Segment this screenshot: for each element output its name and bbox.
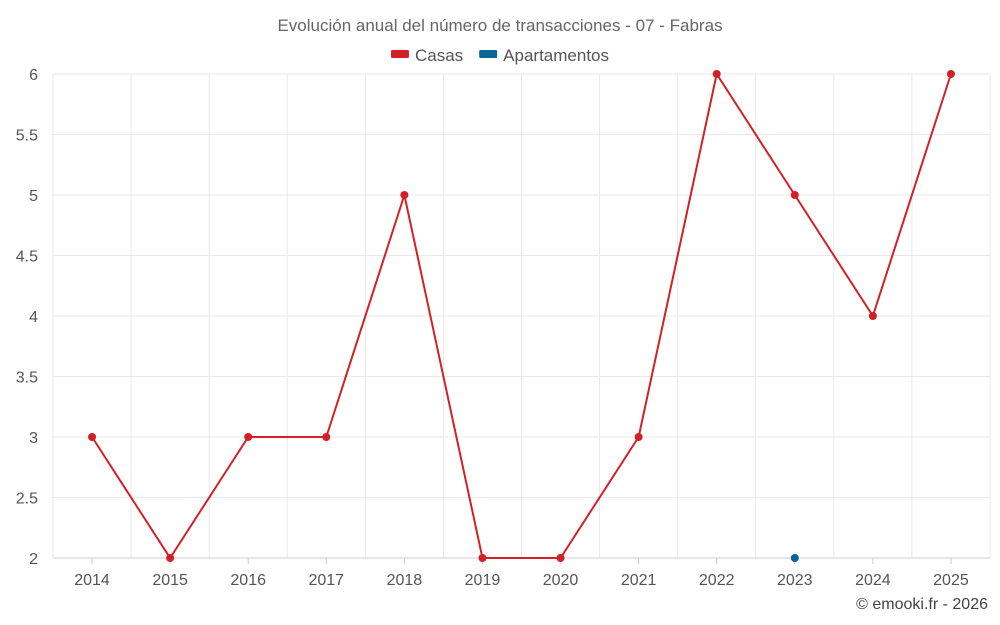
data-point[interactable] [868,312,877,320]
data-point[interactable] [88,433,97,441]
legend-label: Casas [415,46,463,65]
data-point[interactable] [790,554,799,562]
credit-text: © emooki.fr - 2026 [856,596,988,613]
x-tick-label: 2021 [621,572,657,589]
x-tick-label: 2018 [387,572,423,589]
x-tick-label: 2019 [465,572,501,589]
legend-item[interactable]: Apartamentos [479,46,609,65]
chart-title: Evolución anual del número de transaccio… [277,16,722,35]
x-tick-label: 2023 [777,572,813,589]
legend-item[interactable]: Casas [390,46,463,65]
series-apartamentos [790,554,799,562]
x-tick-label: 2016 [230,572,266,589]
series-line [91,73,952,559]
data-point[interactable] [244,433,253,441]
legend-swatch [390,50,409,58]
x-tick-label: 2020 [543,572,579,589]
x-tick-label: 2014 [74,572,110,589]
y-tick-label: 2.5 [16,491,38,508]
data-point[interactable] [400,191,409,199]
data-point[interactable] [478,554,487,562]
data-point[interactable] [712,70,721,78]
x-tick-label: 2022 [699,572,735,589]
axes: 2 2.5 3 3.5 4 4.5 5 5.5 6 2014 2015 2016 2017 2018 201… [16,67,990,589]
x-tick-label: 2024 [855,572,891,589]
y-tick-label: 3 [29,430,38,447]
legend-swatch [479,50,498,58]
y-tick-label: 3.5 [16,370,38,387]
x-tick-label: 2025 [933,572,969,589]
x-tick-label: 2015 [152,572,188,589]
data-point[interactable] [790,191,799,199]
x-tick-label: 2017 [308,572,344,589]
y-tick-label: 2 [29,551,38,568]
data-point[interactable] [322,433,331,441]
y-tick-label: 5 [29,188,38,205]
y-tick-label: 4 [29,309,38,326]
series-casas [88,70,955,562]
grid [52,73,991,559]
y-tick-label: 6 [29,67,38,84]
series [88,70,955,562]
data-point[interactable] [166,554,175,562]
y-tick-label: 5.5 [16,128,38,145]
data-point[interactable] [634,433,643,441]
data-point[interactable] [946,70,955,78]
data-point[interactable] [556,554,565,562]
legend-label: Apartamentos [503,46,609,65]
y-tick-label: 4.5 [16,249,38,266]
legend: Casas Apartamentos [390,46,609,65]
